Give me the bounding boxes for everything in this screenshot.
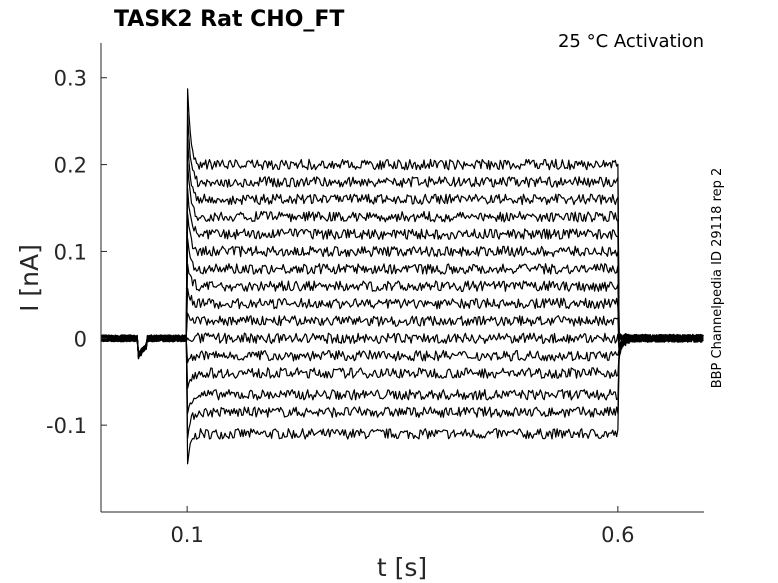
x-tick-label: 0.6 (601, 523, 634, 547)
current-trace (100, 187, 704, 358)
condition-annotation: 25 °C Activation (558, 31, 704, 52)
current-trace (100, 138, 704, 356)
x-axis-label: t [s] (377, 553, 427, 582)
y-tick-label: 0.3 (54, 67, 87, 91)
current-trace (100, 213, 704, 357)
current-trace (100, 237, 704, 355)
x-tick-label: 0.1 (170, 523, 203, 547)
current-trace (100, 333, 704, 389)
current-trace (100, 334, 704, 465)
current-trace (100, 332, 704, 358)
current-trace (100, 88, 704, 358)
current-trace (100, 113, 704, 360)
y-tick-label: 0 (74, 327, 87, 351)
y-ticks: -0.1 0 0.1 0.2 0.3 (46, 67, 107, 438)
chart-title: TASK2 Rat CHO_FT (114, 7, 344, 32)
current-trace (100, 333, 704, 364)
traces (100, 88, 704, 465)
y-tick-label: -0.1 (46, 414, 87, 438)
current-trace (100, 312, 704, 354)
plot-area: -0.1 0 0.1 0.2 0.3 0.1 0.6 (46, 43, 704, 547)
y-tick-label: 0.2 (54, 154, 87, 178)
current-trace (100, 333, 704, 439)
x-ticks: 0.1 0.6 (170, 506, 635, 547)
y-tick-label: 0.1 (54, 240, 87, 264)
current-trace (100, 287, 704, 360)
source-id-label: BBP Channelpedia ID 29118 rep 2 (710, 168, 725, 389)
y-axis-label: I [nA] (15, 244, 44, 312)
current-trace (100, 333, 704, 414)
current-trace (100, 263, 704, 354)
current-trace (100, 163, 704, 358)
